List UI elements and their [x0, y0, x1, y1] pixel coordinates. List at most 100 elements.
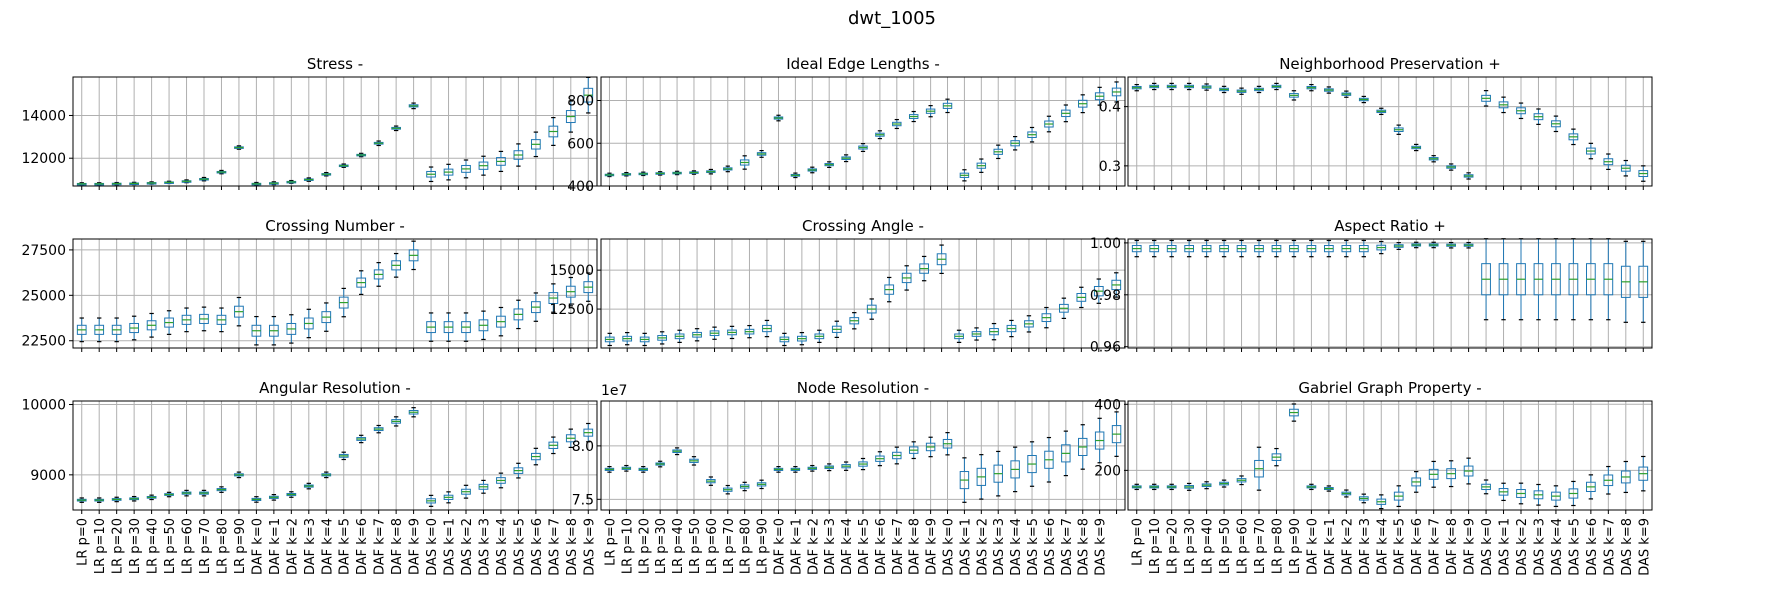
box-3	[639, 332, 650, 347]
box-23	[1516, 238, 1526, 321]
box-14	[824, 161, 834, 169]
box-5	[672, 170, 682, 176]
box-11	[251, 181, 262, 186]
x-tick-label: DAS k=5	[1026, 518, 1041, 576]
x-tick-label: DAS k=2	[1515, 518, 1530, 576]
box-29	[1620, 159, 1631, 177]
box-27	[531, 131, 541, 158]
box-25	[496, 150, 506, 173]
box-9	[216, 169, 227, 175]
box-27	[1586, 238, 1596, 321]
x-tick-label: DAF k=7	[373, 518, 388, 575]
y-tick-label: 0.3	[1099, 159, 1121, 175]
box-8	[199, 489, 209, 497]
box-23	[1516, 482, 1526, 505]
box-5	[674, 329, 685, 343]
box-22	[443, 312, 454, 342]
box-14	[1358, 493, 1369, 504]
box-3	[1166, 483, 1177, 491]
x-tick-label: DAF k=9	[1463, 518, 1478, 575]
x-tick-label: DAS k=0	[425, 518, 440, 576]
box-13	[1341, 239, 1352, 258]
box-30	[1638, 455, 1649, 492]
box-15	[1376, 494, 1387, 510]
box-11	[773, 466, 784, 473]
y-tick-label: 0.98	[1090, 288, 1121, 304]
x-tick-label: DAF k=1	[1323, 518, 1338, 575]
box-25	[1010, 446, 1020, 493]
box-19	[1446, 163, 1457, 171]
x-tick-label: DAF k=3	[1358, 518, 1373, 575]
x-tick-label: LR p=20	[1166, 518, 1181, 574]
box-15	[841, 461, 851, 471]
x-tick-label: LR p=0	[1131, 518, 1146, 566]
box-26	[513, 143, 524, 167]
box-12	[269, 315, 279, 346]
box-28	[548, 117, 559, 146]
subplot-1: Stress - 12000 14000	[21, 55, 598, 190]
box-3	[111, 181, 122, 186]
x-tick-label: DAF k=3	[823, 518, 838, 575]
x-tick-label: DAF k=5	[857, 518, 872, 575]
box-21	[1481, 479, 1491, 495]
box-28	[548, 436, 559, 455]
box-12	[269, 181, 279, 186]
box-22	[443, 163, 454, 181]
box-18	[1428, 155, 1439, 163]
box-12	[269, 493, 279, 501]
box-30	[1094, 86, 1105, 106]
box-23	[461, 159, 471, 179]
box-20	[936, 244, 947, 275]
box-28	[1603, 238, 1614, 321]
box-13	[1341, 489, 1352, 498]
box-18	[892, 446, 902, 465]
box-3	[111, 496, 122, 503]
box-26	[513, 299, 524, 330]
y-tick-label: 8.0	[572, 439, 594, 455]
x-tick-label: DAF k=8	[908, 518, 923, 575]
box-25	[1551, 115, 1561, 133]
y-tick-label: 15000	[549, 263, 594, 279]
axes-frame	[600, 400, 1126, 511]
box-15	[321, 302, 332, 332]
box-1	[1131, 83, 1142, 92]
box-4	[129, 495, 139, 502]
box-3	[1166, 82, 1177, 91]
box-24	[993, 450, 1003, 497]
x-tick-label: DAF k=2	[285, 518, 300, 575]
subplot-title: Gabriel Graph Property -	[1298, 379, 1481, 397]
box-29	[565, 100, 576, 133]
box-8	[199, 176, 209, 182]
box-22	[959, 457, 970, 503]
box-7	[1236, 239, 1247, 258]
x-tick-label: LR p=80	[1270, 518, 1285, 574]
x-tick-label: DAS k=9	[1637, 518, 1652, 576]
box-27	[1586, 142, 1596, 160]
box-12	[1324, 239, 1334, 258]
x-tick-label: DAF k=8	[1445, 518, 1460, 575]
box-8	[1254, 85, 1264, 94]
box-22	[1498, 482, 1509, 502]
x-tick-label: LR p=50	[688, 518, 703, 574]
x-tick-label: DAS k=6	[1043, 518, 1058, 576]
box-7	[181, 489, 192, 497]
box-1	[604, 332, 615, 347]
box-28	[1603, 465, 1614, 495]
y-tick-label: 200	[1094, 463, 1121, 479]
box-1	[76, 182, 87, 186]
box-4	[1184, 239, 1195, 258]
x-tick-label: DAF k=1	[268, 518, 283, 575]
box-23	[461, 484, 471, 499]
x-tick-label: LR p=50	[163, 518, 178, 574]
y-tick-label: 27500	[21, 243, 66, 259]
x-tick-label: DAF k=9	[925, 518, 940, 575]
box-26	[1568, 128, 1579, 146]
box-29	[1620, 240, 1631, 323]
box-6	[164, 180, 174, 185]
box-24	[993, 144, 1003, 160]
box-18	[373, 262, 384, 287]
box-8	[727, 325, 737, 340]
box-10	[756, 479, 767, 490]
box-7	[706, 168, 716, 175]
